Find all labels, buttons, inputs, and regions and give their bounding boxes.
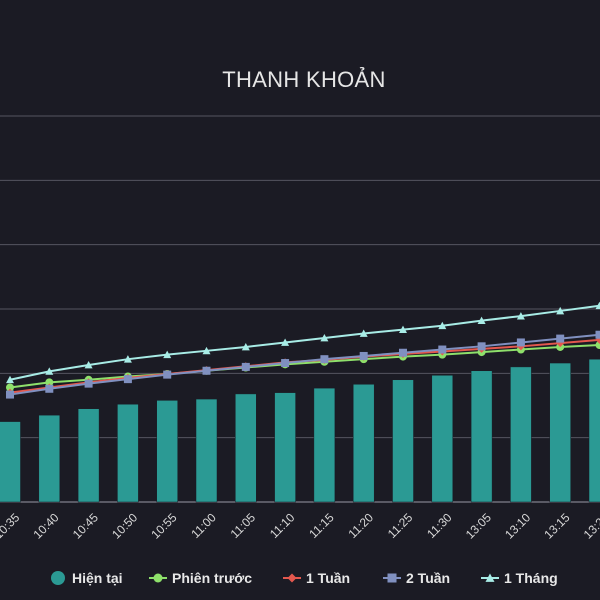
chart-title: THANH KHOẢN xyxy=(222,67,385,92)
line-series-layer xyxy=(6,301,600,399)
point-10:45[interactable] xyxy=(84,360,93,369)
x-tick-label: 11:15 xyxy=(306,510,337,541)
point-10:40[interactable] xyxy=(45,378,54,387)
bar-13:20[interactable] xyxy=(588,358,600,503)
legend-label: 1 Tuần xyxy=(306,570,350,586)
point-10:40[interactable] xyxy=(45,384,54,393)
legend-label: Phiên trước xyxy=(172,570,252,586)
x-tick-label: 11:30 xyxy=(424,510,455,541)
point-11:25[interactable] xyxy=(399,325,407,333)
point-11:25[interactable] xyxy=(399,348,407,357)
line-series-1-tháng xyxy=(6,301,600,384)
x-tick-label: 10:45 xyxy=(70,510,101,541)
bar-10:40[interactable] xyxy=(38,414,61,503)
x-tick-label: 13:05 xyxy=(463,510,494,541)
point-11:10[interactable] xyxy=(281,338,290,346)
point-10:35[interactable] xyxy=(6,375,14,384)
legend-marker[interactable] xyxy=(387,573,397,583)
point-10:50[interactable] xyxy=(123,375,132,384)
point-13:10[interactable] xyxy=(516,338,525,347)
bar-series-layer xyxy=(0,358,600,503)
line-series-2-tuần xyxy=(6,330,600,399)
point-11:05[interactable] xyxy=(241,362,250,371)
point-10:35[interactable] xyxy=(6,383,14,392)
bar-13:05[interactable] xyxy=(470,370,493,503)
bar-11:00[interactable] xyxy=(195,398,218,503)
point-11:05[interactable] xyxy=(241,342,250,351)
point-10:45[interactable] xyxy=(84,379,93,388)
point-13:10[interactable] xyxy=(516,312,525,320)
x-axis: 10:35 10:40 10:45 10:50 10:55 11:00 11:05 11:10… xyxy=(0,510,600,541)
x-tick-label: 11:20 xyxy=(346,510,377,541)
bar-13:15[interactable] xyxy=(549,362,571,503)
series-line xyxy=(9,333,600,396)
bar-11:10[interactable] xyxy=(274,392,296,503)
legend-item-2-tuần[interactable]: 2 Tuần xyxy=(383,570,450,586)
bar-11:05[interactable] xyxy=(235,393,257,503)
point-10:55[interactable] xyxy=(163,350,172,359)
point-13:15[interactable] xyxy=(556,306,565,315)
legend-label: 1 Tháng xyxy=(504,570,558,586)
point-11:30[interactable] xyxy=(438,345,447,354)
bar-10:55[interactable] xyxy=(156,400,178,503)
legend-item-1-tuần[interactable]: 1 Tuần xyxy=(283,570,350,586)
x-tick-label: 11:05 xyxy=(228,510,259,541)
x-tick-label: 11:10 xyxy=(267,510,298,541)
point-13:15[interactable] xyxy=(556,334,565,343)
legend[interactable]: Hiện tại Phiên trước 1 Tuần 2 Tuần 1 Tháng xyxy=(51,570,558,586)
legend-label: 2 Tuần xyxy=(406,570,450,586)
legend-swatch xyxy=(51,571,65,585)
bar-10:50[interactable] xyxy=(117,403,139,503)
grid-lines xyxy=(0,115,600,503)
bar-13:10[interactable] xyxy=(510,366,532,503)
point-10:35[interactable] xyxy=(6,390,14,399)
x-tick-label: 10:35 xyxy=(0,510,23,541)
legend-marker[interactable] xyxy=(485,573,495,582)
bar-10:45[interactable] xyxy=(77,408,100,503)
legend-item-hiện-tại[interactable]: Hiện tại xyxy=(51,570,123,586)
x-tick-label: 13:15 xyxy=(541,510,572,541)
bar-11:25[interactable] xyxy=(392,379,414,503)
point-11:15[interactable] xyxy=(320,355,329,364)
series-line xyxy=(9,304,600,381)
point-13:05[interactable] xyxy=(477,316,486,324)
legend-item-1-tháng[interactable]: 1 Tháng xyxy=(481,570,558,586)
x-tick-label: 11:25 xyxy=(385,510,416,541)
point-13:20[interactable] xyxy=(595,301,600,310)
x-tick-label: 10:55 xyxy=(148,510,179,541)
bar-11:30[interactable] xyxy=(431,375,454,503)
legend-marker[interactable] xyxy=(287,573,297,583)
point-10:40[interactable] xyxy=(45,367,54,375)
point-11:20[interactable] xyxy=(359,351,368,360)
point-11:15[interactable] xyxy=(320,333,329,342)
x-tick-label: 10:40 xyxy=(31,510,62,541)
point-11:00[interactable] xyxy=(202,346,211,355)
point-10:50[interactable] xyxy=(123,355,132,363)
x-tick-label: 11:00 xyxy=(188,510,219,541)
point-10:55[interactable] xyxy=(163,370,172,379)
legend-item-phiên-trước[interactable]: Phiên trước xyxy=(149,570,252,586)
bar-10:35[interactable] xyxy=(0,421,21,503)
x-tick-label: 10:50 xyxy=(109,510,140,541)
point-11:10[interactable] xyxy=(281,359,290,368)
legend-label: Hiện tại xyxy=(72,570,123,586)
bar-11:15[interactable] xyxy=(313,387,336,503)
point-13:20[interactable] xyxy=(595,330,600,339)
bar-11:20[interactable] xyxy=(352,384,375,503)
point-11:20[interactable] xyxy=(359,329,368,337)
point-11:00[interactable] xyxy=(202,366,211,375)
series-line xyxy=(9,344,600,389)
x-tick-label: 13:20 xyxy=(581,510,600,541)
point-13:05[interactable] xyxy=(477,342,486,351)
legend-marker[interactable] xyxy=(153,573,163,583)
x-tick-label: 13:10 xyxy=(502,510,533,541)
point-11:30[interactable] xyxy=(438,321,447,330)
